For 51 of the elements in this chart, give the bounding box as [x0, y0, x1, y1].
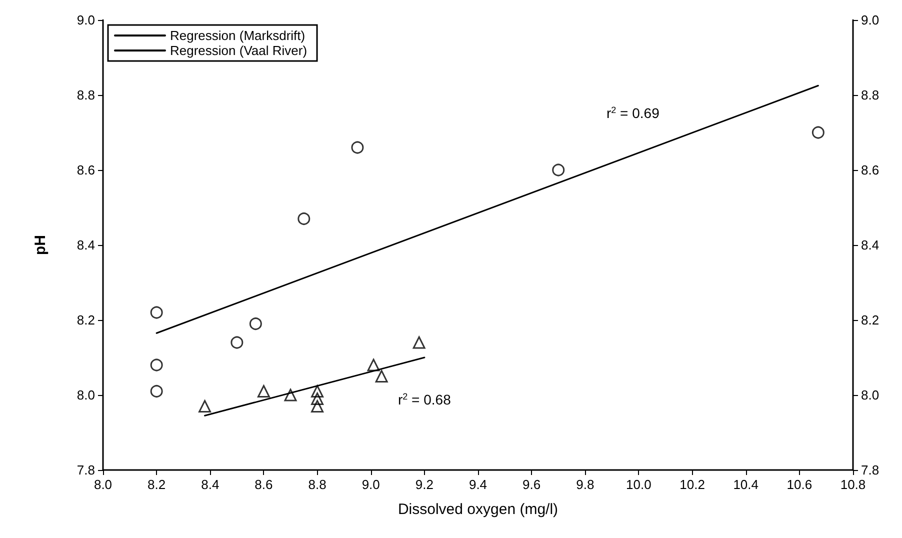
y-tick-label: 8.6: [76, 162, 95, 178]
legend-label: Regression (Marksdrift): [170, 28, 306, 43]
y-tick-label: 8.8: [76, 88, 95, 102]
x-tick-label: 10.2: [680, 477, 705, 492]
point: [257, 385, 270, 398]
point: [150, 306, 163, 319]
point: [311, 400, 324, 412]
y-axis-title: pH: [32, 235, 49, 255]
y2-tick-label: 8.8: [861, 88, 880, 102]
y-tick-label: 9.0: [76, 12, 95, 28]
x-tick-label: 9.6: [522, 477, 541, 492]
y-tick-label: 8.0: [76, 388, 95, 402]
y-tick-label: 8.4: [76, 238, 95, 252]
point: [375, 370, 388, 382]
y2-tick-label: 8.4: [861, 238, 880, 252]
x-tick-label: 10.0: [626, 477, 652, 492]
y2-tick-label: 8.6: [861, 162, 880, 178]
y2-tick-label: 9.0: [861, 12, 880, 28]
y-tick-label: 8.2: [76, 312, 95, 328]
y2-tick-label: 8.0: [861, 388, 880, 402]
point: [367, 358, 380, 372]
x-tick-label: 9.4: [468, 477, 488, 492]
x-tick-label: 8.4: [201, 477, 220, 492]
x-tick-label: 10.4: [733, 477, 759, 492]
x-tick-label: 9.2: [415, 477, 434, 492]
point: [552, 164, 565, 176]
x-tick-label: 9.0: [362, 477, 380, 492]
point: [230, 336, 244, 349]
x-tick-label: 10.8: [840, 477, 866, 492]
x-tick-label: 8.6: [254, 477, 273, 492]
y2-tick-label: 8.2: [861, 312, 880, 328]
y-tick-label: 7.8: [76, 462, 95, 478]
x-tick-label: 8.0: [94, 477, 112, 492]
x-tick-label: 10.6: [786, 477, 812, 492]
point: [150, 385, 163, 398]
point: [812, 126, 824, 139]
point: [351, 141, 364, 154]
x-tick-label: 8.2: [148, 477, 166, 492]
x-axis-title: Dissolved oxygen (mg/l): [398, 501, 558, 518]
x-tick-label: 8.8: [308, 477, 326, 492]
y2-tick-label: 7.8: [861, 462, 880, 478]
x-tick-label: 9.8: [576, 477, 594, 492]
point: [298, 212, 310, 225]
legend-label: Regression (Vaal River): [170, 43, 308, 58]
point: [311, 385, 324, 398]
point: [249, 318, 262, 330]
point: [412, 336, 426, 349]
point: [311, 392, 324, 405]
point: [284, 388, 297, 402]
point: [150, 358, 163, 372]
point: [198, 400, 212, 412]
